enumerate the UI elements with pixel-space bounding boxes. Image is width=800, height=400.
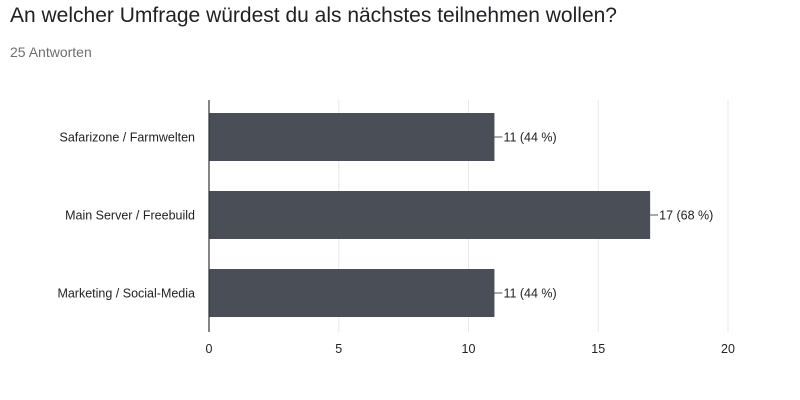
label-layer: 0 5 10 15 20 11 (44 %) Safarizone / Farmwelten… (57, 131, 735, 357)
x-tick-label: 10 (462, 342, 476, 356)
category-label: Safarizone / Farmwelten (60, 131, 196, 145)
response-count: 25 Antworten (10, 44, 92, 60)
category-label: Marketing / Social-Media (57, 287, 195, 301)
bar (209, 269, 495, 317)
data-label: 17 (68 %) (659, 209, 713, 223)
data-label: 11 (44 %) (503, 287, 556, 301)
data-label: 11 (44 %) (503, 131, 556, 145)
x-tick-label: 0 (206, 342, 213, 356)
bar (209, 113, 495, 161)
category-label: Main Server / Freebuild (65, 209, 195, 223)
x-tick-label: 20 (721, 342, 735, 356)
bar-layer (209, 113, 659, 317)
question-title: An welcher Umfrage würdest du als nächst… (10, 4, 617, 27)
x-tick-label: 15 (591, 342, 605, 356)
x-tick-label: 5 (335, 342, 342, 356)
bar (209, 191, 651, 239)
